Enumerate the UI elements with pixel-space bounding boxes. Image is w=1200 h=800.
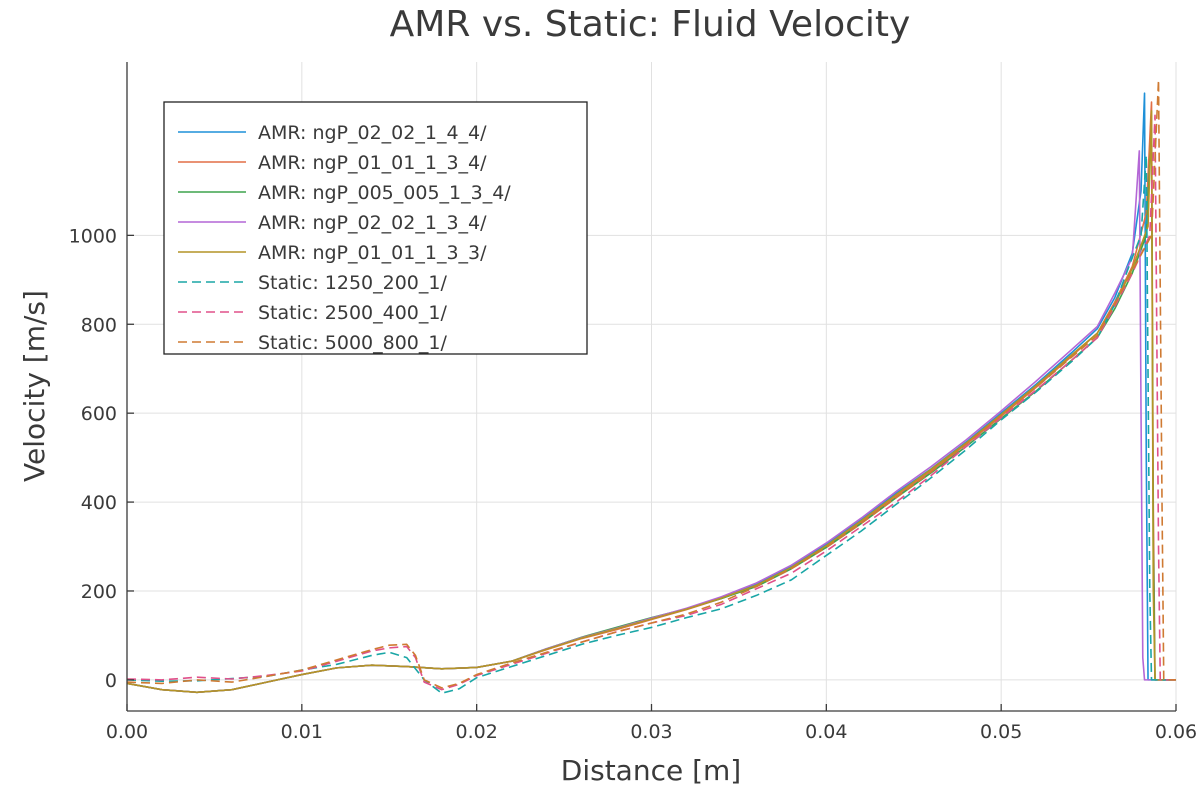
legend-label: AMR: ngP_02_02_1_4_4/ xyxy=(258,122,487,144)
y-tick-label: 1000 xyxy=(69,225,117,247)
y-tick-label: 400 xyxy=(81,492,117,514)
legend-label: AMR: ngP_01_01_1_3_3/ xyxy=(258,242,487,264)
legend-label: AMR: ngP_01_01_1_3_4/ xyxy=(258,152,487,174)
legend-label: Static: 1250_200_1/ xyxy=(258,272,447,294)
x-tick-label: 0.01 xyxy=(281,721,323,743)
y-tick-label: 200 xyxy=(81,581,117,603)
y-tick-label: 0 xyxy=(105,670,117,692)
x-tick-label: 0.00 xyxy=(106,721,148,743)
x-tick-label: 0.05 xyxy=(980,721,1022,743)
series-line-6 xyxy=(127,154,1176,695)
series-line-8 xyxy=(127,78,1176,689)
legend-label: Static: 2500_400_1/ xyxy=(258,302,447,324)
axes xyxy=(126,62,1177,712)
x-tick-label: 0.03 xyxy=(630,721,672,743)
legend: AMR: ngP_02_02_1_4_4/AMR: ngP_01_01_1_3_… xyxy=(163,101,588,355)
y-tick-label: 800 xyxy=(81,314,117,336)
legend-label: AMR: ngP_02_02_1_3_4/ xyxy=(258,212,487,234)
chart-title: AMR vs. Static: Fluid Velocity xyxy=(390,4,911,45)
legend-label: Static: 5000_800_1/ xyxy=(258,332,447,354)
y-tick-label: 600 xyxy=(81,403,117,425)
legend-label: AMR: ngP_005_005_1_3_4/ xyxy=(258,182,511,204)
x-tick-label: 0.06 xyxy=(1155,721,1197,743)
plot-area xyxy=(127,78,1176,695)
x-tick-label: 0.02 xyxy=(456,721,498,743)
y-axis-label: Velocity [m/s] xyxy=(18,290,51,482)
tick-labels: 0.00 0.01 0.02 0.03 0.04 0.05 0.06 0 200 400 600 80… xyxy=(69,225,1198,743)
x-tick-label: 0.04 xyxy=(805,721,847,743)
x-axis-label: Distance [m] xyxy=(561,754,741,787)
